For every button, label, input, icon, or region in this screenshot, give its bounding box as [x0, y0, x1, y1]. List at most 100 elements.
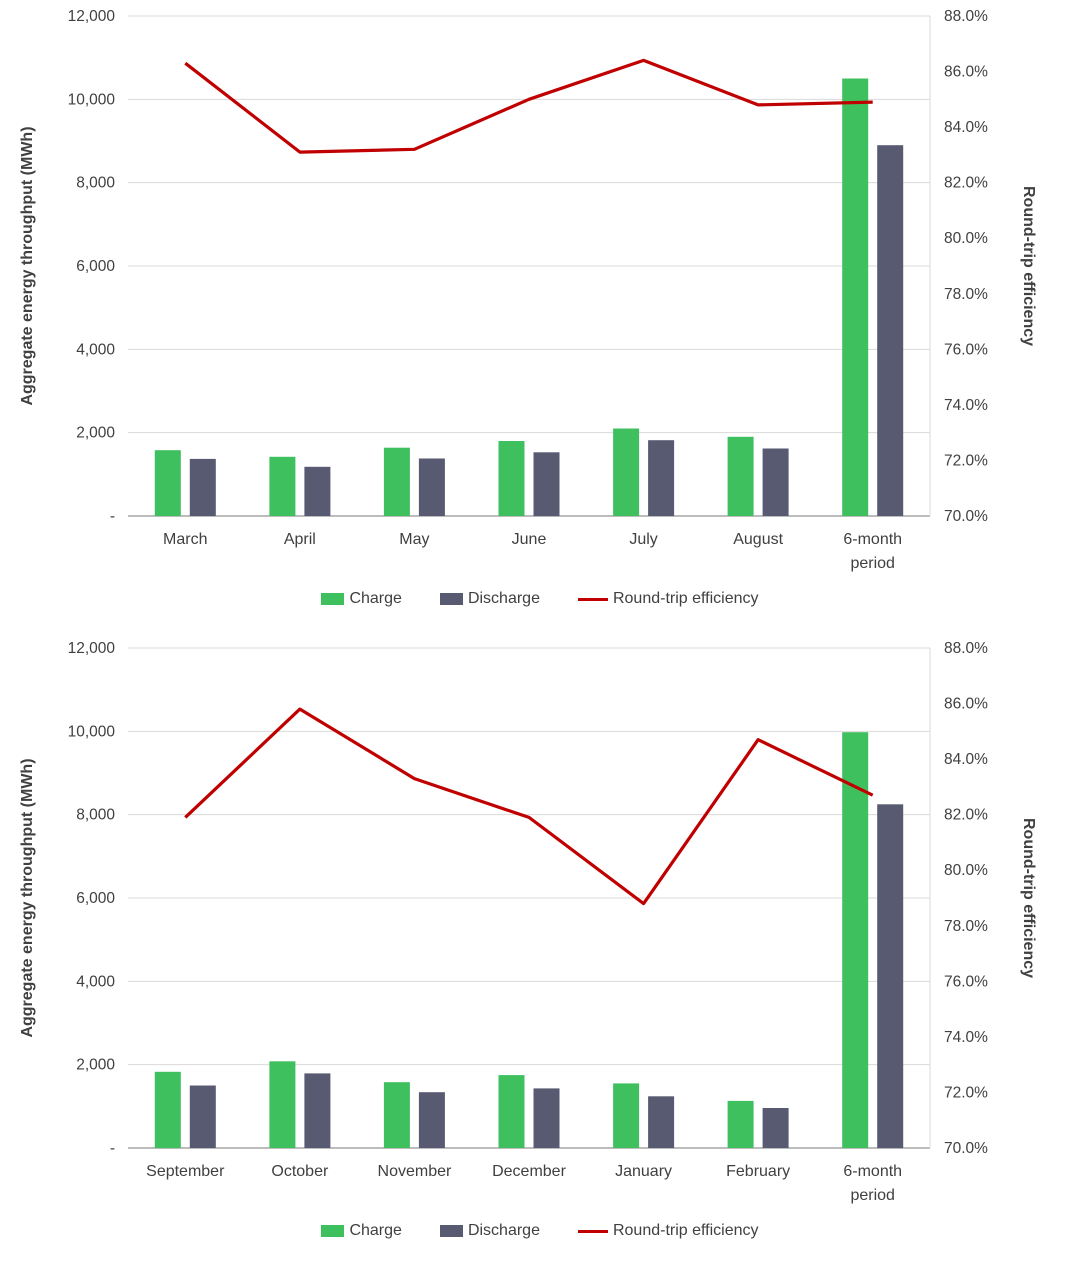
discharge-bar: [762, 448, 789, 516]
charge-swatch-icon: [321, 1225, 345, 1237]
legend-item-charge: Charge: [321, 1222, 402, 1240]
charge-bar: [498, 441, 525, 516]
category-label: October: [271, 1163, 329, 1180]
right-axis-tick: 88.0%: [944, 8, 988, 25]
category-label: November: [378, 1163, 452, 1180]
charge-bar: [842, 732, 869, 1148]
right-axis-tick: 82.0%: [944, 175, 988, 192]
charge-bar: [269, 456, 296, 516]
charge-bar: [154, 450, 181, 516]
left-axis-tick: -: [110, 508, 115, 525]
right-axis-tick: 84.0%: [944, 119, 988, 136]
category-label: period: [850, 555, 894, 572]
charge-bar: [613, 428, 640, 516]
left-axis-tick: 4,000: [76, 973, 115, 990]
category-label: period: [850, 1187, 894, 1204]
discharge-bar: [648, 1096, 675, 1148]
right-axis-tick: 82.0%: [944, 807, 988, 824]
legend-item-efficiency: Round-trip efficiency: [577, 1222, 759, 1240]
right-axis-tick: 74.0%: [944, 397, 988, 414]
category-label: April: [284, 531, 316, 548]
right-axis-tick: 84.0%: [944, 751, 988, 768]
left-axis-title: Aggregate energy throughput (MWh): [19, 126, 36, 405]
right-axis-tick: 86.0%: [944, 64, 988, 81]
charge-bar: [269, 1061, 296, 1148]
category-label: July: [629, 531, 657, 548]
discharge-bar: [648, 440, 675, 516]
legend-item-discharge: Discharge: [439, 1222, 540, 1240]
charge-bar: [727, 1100, 754, 1148]
discharge-bar: [762, 1108, 789, 1148]
category-label: 6-month: [843, 1163, 902, 1180]
category-label: May: [399, 531, 429, 548]
efficiency-line-swatch-icon: [577, 1229, 608, 1233]
left-axis-tick: 12,000: [68, 8, 116, 25]
discharge-bar: [418, 1092, 445, 1148]
category-label: August: [733, 531, 783, 548]
chart-bottom-canvas: 12,000 10,000 8,000 6,000 4,000 2,000 - 88.0% 86…: [19, 640, 1037, 1204]
discharge-bar: [418, 458, 445, 516]
discharge-bar: [304, 466, 331, 516]
chart-top-legend: Charge Discharge Round-trip efficiency: [0, 590, 1080, 608]
left-axis-tick: 8,000: [76, 175, 115, 192]
discharge-swatch-icon: [439, 593, 463, 605]
right-axis-title: Round-trip efficiency: [1020, 818, 1037, 978]
legend-item-charge: Charge: [321, 590, 402, 608]
efficiency-line: [184, 58, 873, 154]
category-label: June: [512, 531, 547, 548]
left-axis-tick: 8,000: [76, 807, 115, 824]
left-axis-tick: 2,000: [76, 425, 115, 442]
right-axis-tick: 70.0%: [944, 1140, 988, 1157]
legend-label-charge: Charge: [349, 1222, 402, 1239]
discharge-bar: [189, 1085, 216, 1148]
report-page: 12,000 10,000 8,000 6,000 4,000 2,000 - 88.0% 86…: [0, 2, 1080, 1240]
right-axis-tick: 76.0%: [944, 341, 988, 358]
charge-bar: [842, 78, 869, 516]
charge-bar: [154, 1071, 181, 1149]
bar-series-charge: [154, 78, 869, 516]
right-axis-tick: 78.0%: [944, 286, 988, 303]
legend-label-discharge: Discharge: [467, 590, 540, 607]
left-axis-tick: 6,000: [76, 890, 115, 907]
discharge-bar: [877, 804, 904, 1149]
legend-label-efficiency: Round-trip efficiency: [612, 590, 759, 607]
right-axis-tick: 70.0%: [944, 508, 988, 525]
right-axis-title: Round-trip efficiency: [1020, 186, 1037, 346]
chart-bottom-figure: 12,000 10,000 8,000 6,000 4,000 2,000 - 88.0% 86…: [0, 634, 1080, 1240]
charge-bar: [498, 1075, 525, 1148]
category-label: March: [163, 531, 207, 548]
legend-item-discharge: Discharge: [439, 590, 540, 608]
charge-bar: [727, 436, 754, 516]
legend-label-discharge: Discharge: [467, 1222, 540, 1239]
right-axis-tick: 86.0%: [944, 696, 988, 713]
efficiency-line-swatch-icon: [577, 597, 608, 601]
legend-label-efficiency: Round-trip efficiency: [612, 1222, 759, 1239]
efficiency-line: [184, 707, 874, 906]
right-axis-tick: 80.0%: [944, 230, 988, 247]
left-axis-tick: 2,000: [76, 1057, 115, 1074]
discharge-swatch-icon: [439, 1225, 463, 1237]
right-axis-tick: 72.0%: [944, 1084, 988, 1101]
category-label: September: [146, 1163, 225, 1180]
bar-series-charge: [154, 732, 869, 1149]
left-axis-tick: 4,000: [76, 341, 115, 358]
discharge-bar: [533, 452, 560, 517]
left-axis-tick: 12,000: [68, 640, 116, 657]
right-axis-tick: 72.0%: [944, 452, 988, 469]
charge-bar: [383, 1082, 410, 1148]
discharge-bar: [189, 458, 216, 516]
discharge-bar: [304, 1073, 331, 1148]
legend-item-efficiency: Round-trip efficiency: [577, 590, 759, 608]
right-axis-tick: 88.0%: [944, 640, 988, 657]
category-label: 6-month: [843, 531, 902, 548]
category-label: January: [615, 1163, 672, 1180]
left-axis-tick: 10,000: [68, 91, 116, 108]
chart-top-figure: 12,000 10,000 8,000 6,000 4,000 2,000 - 88.0% 86…: [0, 2, 1080, 608]
legend-label-charge: Charge: [349, 590, 402, 607]
right-axis-tick: 80.0%: [944, 862, 988, 879]
charge-bar: [383, 447, 410, 516]
left-axis-title: Aggregate energy throughput (MWh): [19, 758, 36, 1037]
chart-top-canvas: 12,000 10,000 8,000 6,000 4,000 2,000 - 88.0% 86…: [19, 8, 1037, 572]
discharge-bar: [877, 145, 904, 516]
category-label: December: [492, 1163, 566, 1180]
